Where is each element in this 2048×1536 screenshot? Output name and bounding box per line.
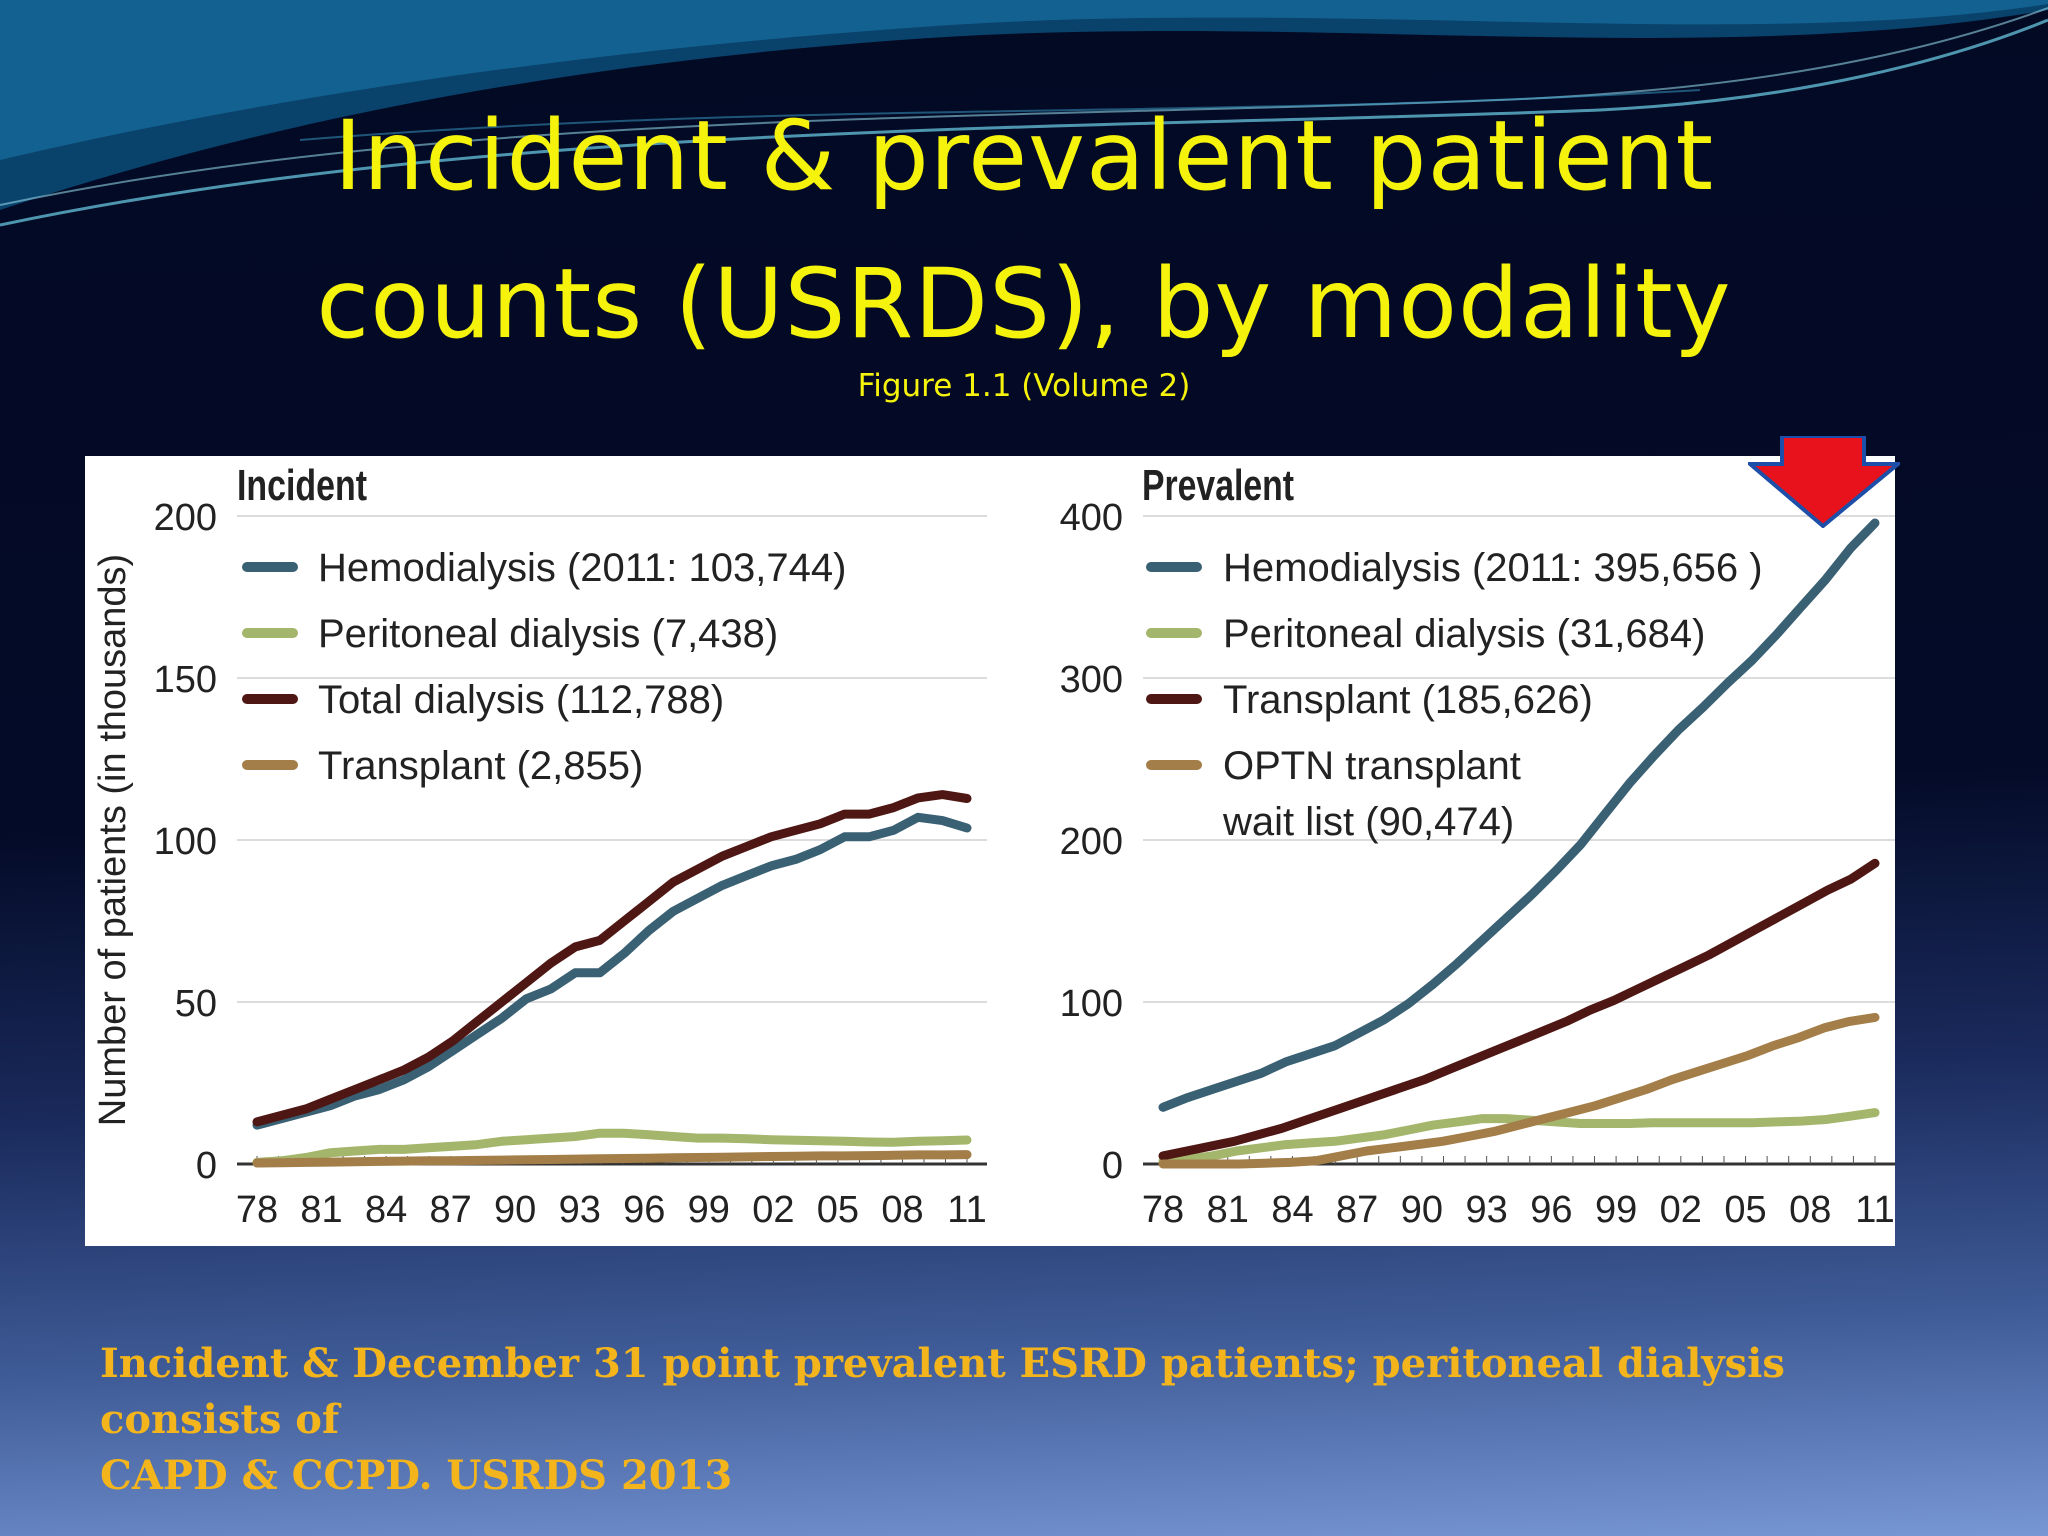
x-tick-label: 96 [623, 1189, 665, 1231]
legend-label: Total dialysis (112,788) [318, 678, 724, 722]
figure-caption: Figure 1.1 (Volume 2) [857, 368, 1191, 404]
series-line [252, 1150, 972, 1168]
slide-title-line-1: Incident & prevalent patient [333, 100, 1715, 212]
background-swoosh [0, 0, 2048, 227]
x-tick-label: 87 [1336, 1189, 1378, 1231]
legend-label: Hemodialysis (2011: 395,656 ) [1223, 546, 1763, 590]
series-line [252, 812, 972, 1130]
series-line [1158, 518, 1880, 1112]
x-tick-label: 84 [365, 1189, 407, 1231]
x-tick-label: 99 [688, 1189, 730, 1231]
x-tick-label: 11 [947, 1189, 986, 1231]
x-tick-label: 05 [817, 1189, 859, 1231]
slide-title: Incident & prevalent patient counts (USR… [0, 82, 2048, 378]
legend-label: Peritoneal dialysis (7,438) [318, 612, 778, 656]
series-line [252, 1128, 972, 1167]
footnote-line-1: Incident & December 31 point prevalent E… [100, 1340, 1785, 1443]
y-tick-label: 200 [1060, 821, 1123, 863]
legend-label: Transplant (2,855) [318, 744, 643, 788]
footnote-line-2: CAPD & CCPD. USRDS 2013 [100, 1452, 733, 1499]
x-tick-label: 90 [494, 1189, 536, 1231]
x-tick-label: 90 [1401, 1189, 1443, 1231]
legend-label: OPTN transplant [1223, 744, 1521, 788]
down-arrow-icon [1748, 436, 1900, 528]
x-tick-label: 08 [881, 1189, 923, 1231]
x-tick-label: 99 [1595, 1189, 1637, 1231]
y-tick-label: 300 [1060, 659, 1123, 701]
x-tick-label: 78 [1142, 1189, 1184, 1231]
x-tick-label: 78 [236, 1189, 278, 1231]
slide-title-line-2: counts (USRDS), by modality [316, 248, 1732, 360]
y-tick-label: 200 [154, 497, 217, 539]
x-tick-label: 81 [300, 1189, 342, 1231]
series-line [252, 790, 972, 1127]
x-tick-label: 11 [1855, 1189, 1894, 1231]
series-line [1158, 1012, 1880, 1169]
chart-panel: 0 50 100 150 200 78 81 84 87 90 93 96 99 02 05 08 11 Inci… [85, 456, 1895, 1246]
x-tick-label: 05 [1724, 1189, 1766, 1231]
x-tick-label: 08 [1789, 1189, 1831, 1231]
y-tick-label: 150 [154, 659, 217, 701]
legend-label: Transplant (185,626) [1223, 678, 1593, 722]
x-tick-label: 93 [559, 1189, 601, 1231]
x-tick-label: 96 [1530, 1189, 1572, 1231]
x-tick-label: 81 [1207, 1189, 1249, 1231]
y-tick-label: 400 [1060, 497, 1123, 539]
y-tick-label: 0 [1102, 1145, 1123, 1187]
y-tick-label: 0 [196, 1145, 217, 1187]
chart-title: Prevalent [1142, 461, 1294, 510]
series-line [1158, 1108, 1880, 1166]
legend-label: Hemodialysis (2011: 103,744) [318, 546, 846, 590]
y-axis-label: Number of patients (in thousands) [92, 554, 134, 1126]
x-tick-label: 93 [1465, 1189, 1507, 1231]
legend-label: Peritoneal dialysis (31,684) [1223, 612, 1705, 656]
y-tick-label: 50 [175, 983, 217, 1025]
x-tick-label: 87 [429, 1189, 471, 1231]
series-line [1158, 858, 1880, 1161]
footnote: Incident & December 31 point prevalent E… [100, 1336, 1970, 1504]
down-arrow-shape [1748, 436, 1900, 528]
chart-title: Incident [237, 461, 367, 510]
y-tick-label: 100 [1060, 983, 1123, 1025]
x-tick-label: 02 [752, 1189, 794, 1231]
x-tick-label: 84 [1271, 1189, 1313, 1231]
y-tick-label: 100 [154, 821, 217, 863]
legend-label: wait list (90,474) [1222, 800, 1514, 844]
x-tick-label: 02 [1660, 1189, 1702, 1231]
